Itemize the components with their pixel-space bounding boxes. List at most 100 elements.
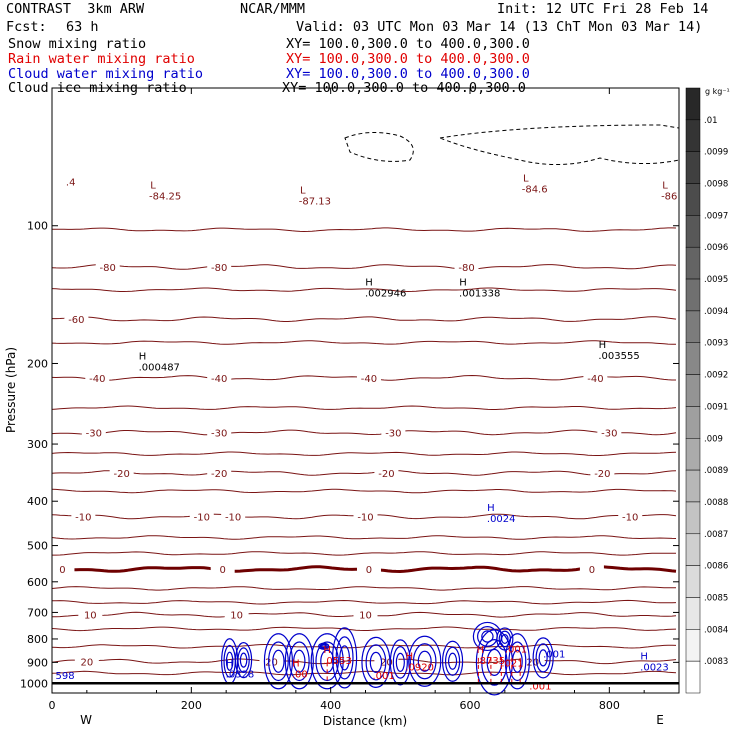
extremum-marker: H [459,277,467,288]
isotherm-line-minor [51,626,677,632]
colorbar-swatch [685,342,701,375]
y-tick-label: 400 [27,495,48,508]
colorbar-swatch [685,374,701,407]
isotherm-label: 0 [219,565,225,576]
colorbar-swatch [685,183,701,216]
extremum-marker: H [477,645,485,656]
x-tick-label: 800 [599,699,620,712]
isotherm-line-minor [51,599,677,605]
isotherm-label-bg [590,466,615,479]
east-label: E [656,713,664,727]
cloud-water-contour [268,641,289,682]
ice-contour-layer [344,124,680,165]
y-tick-label: 900 [27,656,48,669]
ice-contour [439,124,680,165]
cloud-water-contour [498,630,512,648]
colorbar-swatch [685,119,701,152]
isotherm-label: 10 [84,611,97,622]
colorbar-swatch [685,469,701,503]
isotherm-label-bg [207,426,232,439]
extremum-marker: H [487,503,495,514]
colorbar-label: .009 [704,434,723,444]
extremum-value: .001338 [459,288,500,299]
cloud-water-contour [408,635,442,687]
cloud-water-contour [335,636,354,680]
cloud-water-contour [321,644,327,649]
isotherm-label: 10 [359,611,372,622]
x-tick-label: 400 [320,699,341,712]
isotherm-label: -20 [113,469,129,480]
isotherm-label-bg [74,655,99,668]
isotherm-line-minor [51,340,677,345]
center-label: NCAR/MMM [240,1,306,17]
colorbar-label: .0098 [704,180,728,190]
y-tick-label: 700 [27,606,48,619]
cloud-water-contour [538,649,548,667]
contour-label: .001 [505,645,527,656]
colorbar-swatch [685,151,701,184]
field-xy-cloud-water: XY= 100.0,300.0 to 400.0,300.0 [286,66,530,82]
isotherm-label-bg [95,260,120,273]
isotherm-label: -40 [361,374,377,385]
cloud-water-contour [392,646,408,679]
extremum-value: -84.25 [149,192,181,203]
isotherm-label-bg [189,510,214,523]
colorbar-label: .0087 [704,530,728,540]
extremum-value: .002946 [365,288,406,299]
field-name-rain: Rain water mixing ratio [8,51,195,67]
colorbar-swatch [685,629,701,662]
isotherm-label-bg [78,608,103,621]
isotherm-label: 10 [230,611,243,622]
isotherm-label-bg [221,510,246,523]
isotherm-label-bg [618,510,643,523]
colorbar-swatch [685,660,701,694]
cloud-water-contour [263,633,294,690]
cloud-water-contour [339,645,351,671]
colorbar-label: .01 [704,116,718,126]
isotherm-line-minor [51,405,677,410]
isotherm-label-bg [597,426,622,439]
isotherm-line [51,470,677,476]
extremum-marker: H [599,340,607,351]
colorbar-label: .0084 [704,625,728,635]
rain-layer [326,657,521,686]
extremum-value: -84.6 [522,184,548,195]
isotherm-line [51,264,677,270]
isotherm-label-bg [583,371,608,384]
isotherm-label: -10 [622,513,638,524]
colorbar-label: .0094 [704,307,728,317]
extremum-marker: H [323,645,331,656]
cloud-water-contour [417,650,432,672]
extremum-marker: H [139,351,147,362]
extremum-marker: H [226,658,234,669]
isotherm-label: -80 [458,263,474,274]
isotherm-line-minor [51,535,677,540]
extremum-value: .0328 [226,669,255,680]
colorbar-label: .0086 [704,562,728,572]
extremum-marker: L [523,173,529,184]
field-name-cloud-water: Cloud water mixing ratio [8,66,204,82]
colorbar-label: .0097 [704,211,728,221]
isotherm-label-bg [356,371,381,384]
cloud-water-contour [284,633,314,690]
extremum-marker: L [300,185,306,196]
isotherm-line-minor [51,670,677,676]
isotherm-label-bg [85,371,110,384]
cloud-water-contour [234,642,253,679]
contour-label: .001 [543,649,565,660]
isotherm-label-bg [356,563,381,576]
isotherm-layer: -80 -80 -80 -60 -40 -40 -40 -40 -30 -30 -30 -30 -20 -… [50,227,677,676]
cloud-water-contour [237,647,250,673]
isotherm-label-bg [50,563,75,576]
colorbar-label: .0093 [704,339,728,349]
isotherm-label: 20 [265,657,278,668]
colorbar-swatch [685,501,701,535]
contour-label: .021 [501,658,523,669]
cloud-water-contour [319,643,328,649]
colorbar-label: .0095 [704,275,728,285]
isotherm-label-bg [109,466,134,479]
cloud-water-contour [472,621,503,652]
cloud-water-contour [389,639,411,686]
isotherm-label-bg [210,563,235,576]
